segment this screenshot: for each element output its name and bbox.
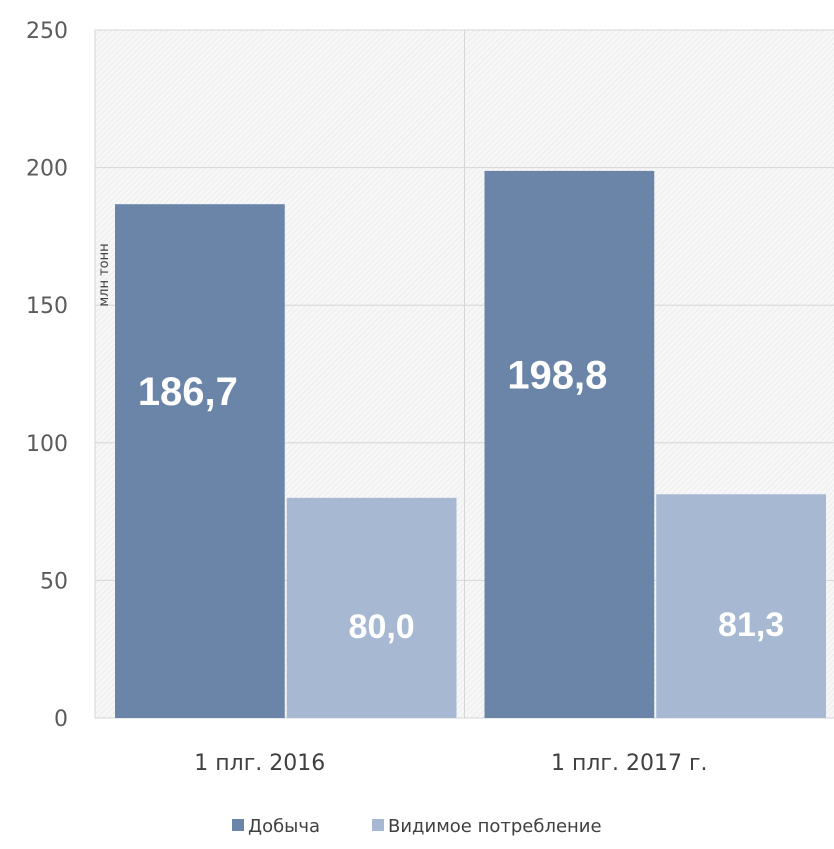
axes: 0 50 100 150 200 250 1 плг. 2016 1 плг. 2017 г. bbox=[26, 19, 708, 776]
bar-dobycha bbox=[115, 204, 285, 718]
y-tick-label: 100 bbox=[26, 432, 68, 457]
y-axis-label: млн тонн bbox=[97, 243, 112, 306]
data-label: 80,0 bbox=[349, 608, 415, 646]
bar-dobycha bbox=[484, 170, 655, 718]
legend-label: Видимое потребление bbox=[388, 816, 602, 837]
y-tick-label: 50 bbox=[40, 569, 68, 594]
legend-label: Добыча bbox=[248, 816, 320, 837]
legend: Добыча Видимое потребление bbox=[232, 816, 602, 837]
y-tick-label: 200 bbox=[26, 157, 68, 182]
legend-swatch bbox=[372, 819, 384, 831]
legend-swatch bbox=[232, 819, 244, 831]
y-tick-label: 250 bbox=[26, 19, 68, 44]
x-tick-label: 1 плг. 2017 г. bbox=[551, 751, 708, 776]
y-tick-label: 150 bbox=[26, 294, 68, 319]
bars bbox=[115, 170, 826, 718]
y-tick-label: 0 bbox=[54, 707, 68, 732]
bar-potreblenie bbox=[286, 497, 457, 718]
data-label: 186,7 bbox=[138, 370, 238, 414]
data-label: 198,8 bbox=[507, 353, 607, 397]
data-label: 81,3 bbox=[718, 606, 784, 644]
bar-potreblenie bbox=[656, 494, 826, 718]
data-labels: 186,7 80,0 198,8 81,3 bbox=[138, 353, 784, 645]
x-tick-label: 1 плг. 2016 bbox=[194, 751, 325, 776]
